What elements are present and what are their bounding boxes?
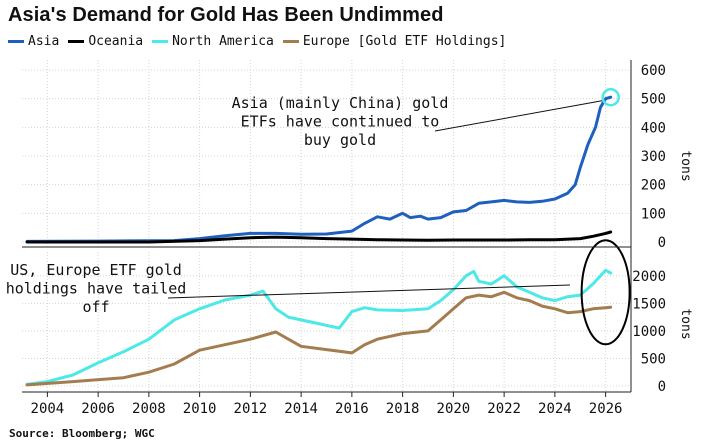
legend-label-north-america: North America	[172, 33, 274, 49]
legend-item-asia: Asia	[8, 34, 59, 49]
x-tick-label: 2022	[487, 401, 521, 417]
y-axis-label: tons	[678, 308, 693, 339]
legend-swatch-asia	[8, 39, 24, 43]
y-tick-label: 1000	[632, 324, 666, 340]
legend: Asia Oceania North America Europe [Gold …	[8, 33, 515, 49]
top-panel: 0 100 200 300 400 500 600 tons Asia (mainly Chin…	[22, 60, 693, 251]
y-axis-label: tons	[678, 150, 693, 181]
y-tick-label: 200	[641, 178, 666, 194]
x-tick-label: 2026	[589, 401, 623, 417]
annotation-line: buy gold	[304, 131, 376, 149]
legend-label-europe: Europe [Gold ETF Holdings]	[302, 33, 507, 49]
y-tick-label: 0	[658, 379, 666, 395]
y-tick-label: 400	[641, 120, 666, 136]
x-tick-label: 2016	[335, 401, 369, 417]
legend-swatch-north-america	[152, 39, 169, 43]
x-tick-label: 2020	[437, 401, 471, 417]
x-tick-label: 2006	[81, 401, 115, 417]
y-tick-label: 1500	[632, 296, 666, 312]
annotation-pointer	[434, 99, 605, 132]
annotation-pointer	[167, 284, 571, 299]
legend-item-europe: Europe [Gold ETF Holdings]	[282, 33, 507, 49]
bottom-panel: 0 500 1000 1500 2000 tons US, Europe ETF goldh…	[6, 239, 693, 395]
x-tick-label: 2012	[234, 401, 268, 417]
x-tick-label: 2008	[132, 401, 166, 417]
series-line-europe-gold-etf-holdings	[25, 290, 613, 387]
source-note: Source: Bloomberg; WGC	[9, 427, 155, 440]
annotation-line: US, Europe ETF gold	[10, 261, 182, 279]
legend-swatch-oceania	[68, 39, 85, 43]
x-tick-label: 2018	[386, 401, 420, 417]
highlight-circle	[601, 87, 620, 107]
legend-swatch-europe	[282, 39, 299, 43]
legend-item-north-america: North America	[152, 34, 274, 49]
y-tick-label: 500	[641, 351, 666, 367]
y-tick-label: 300	[641, 149, 666, 165]
annotation-line: Asia (mainly China) gold	[232, 94, 449, 112]
chart-title: Asia's Demand for Gold Has Been Undimmed	[8, 4, 444, 26]
y-tick-label: 600	[641, 63, 666, 79]
annotation-line: off	[82, 298, 109, 316]
annotation-line: ETFs have continued to	[241, 113, 440, 131]
legend-label-asia: Asia	[28, 33, 60, 49]
x-axis: 2004 2006 2008 2010 2012 2014 2016 2018 2020 2022…	[22, 60, 632, 417]
x-tick-label: 2014	[284, 401, 318, 417]
series-line-north-america	[25, 268, 613, 386]
y-tick-label: 500	[641, 92, 666, 108]
y-tick-label: 2000	[632, 269, 666, 285]
legend-label-oceania: Oceania	[88, 33, 144, 49]
series-line-asia	[25, 95, 613, 243]
x-tick-label: 2024	[538, 401, 572, 417]
series-line-oceania	[25, 230, 613, 244]
x-tick-label: 2004	[31, 401, 65, 417]
x-tick-label: 2010	[183, 401, 217, 417]
legend-item-oceania: Oceania	[68, 34, 143, 49]
y-tick-label: 0	[658, 235, 666, 251]
highlight-ellipse	[580, 239, 631, 346]
y-tick-label: 100	[641, 206, 666, 222]
annotation-line: holdings have tailed	[6, 280, 187, 298]
